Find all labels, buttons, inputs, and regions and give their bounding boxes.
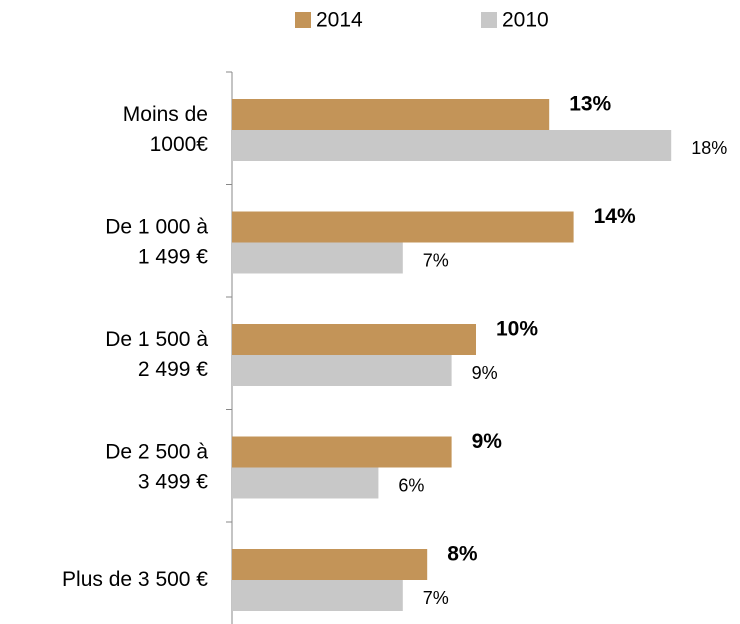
category-label: De 1 500 à 2 499 €: [105, 328, 208, 381]
bar: [232, 99, 550, 130]
value-label: 9%: [472, 363, 498, 383]
bar: [232, 580, 403, 611]
value-label: 7%: [423, 250, 449, 270]
category-label: Moins de 1000€: [123, 103, 209, 156]
bar: [232, 242, 403, 274]
category-line: 1000€: [150, 133, 209, 156]
bar: [232, 211, 574, 243]
legend-label: 2010: [502, 9, 549, 32]
category-line: De 1 500 à: [105, 328, 208, 351]
bar: [232, 549, 428, 580]
value-label: 13%: [569, 93, 611, 116]
bar: [232, 436, 452, 468]
value-label: 8%: [447, 543, 478, 566]
category-line: Plus de 3 500 €: [62, 568, 208, 591]
category-line: Moins de: [123, 103, 208, 126]
category-label: De 2 500 à 3 499 €: [105, 440, 208, 493]
bar: [232, 324, 476, 355]
legend-swatch: [295, 12, 311, 28]
category-line: 1 499 €: [138, 245, 208, 268]
bar: [232, 467, 379, 499]
category-label: Plus de 3 500 €: [62, 568, 208, 591]
category-line: 2 499 €: [138, 358, 208, 381]
bar: [232, 130, 672, 161]
category-line: De 2 500 à: [105, 440, 208, 463]
value-label: 7%: [423, 588, 449, 608]
value-label: 14%: [594, 205, 636, 228]
value-label: 18%: [691, 138, 727, 158]
category-line: 3 499 €: [138, 470, 208, 493]
category-line: De 1 000 à: [105, 215, 208, 238]
value-label: 6%: [398, 475, 424, 495]
category-label: De 1 000 à 1 499 €: [105, 215, 208, 268]
value-label: 10%: [496, 318, 538, 341]
bar: [232, 355, 452, 386]
value-label: 9%: [472, 430, 503, 453]
legend-swatch: [481, 12, 497, 28]
legend-label: 2014: [316, 9, 363, 32]
